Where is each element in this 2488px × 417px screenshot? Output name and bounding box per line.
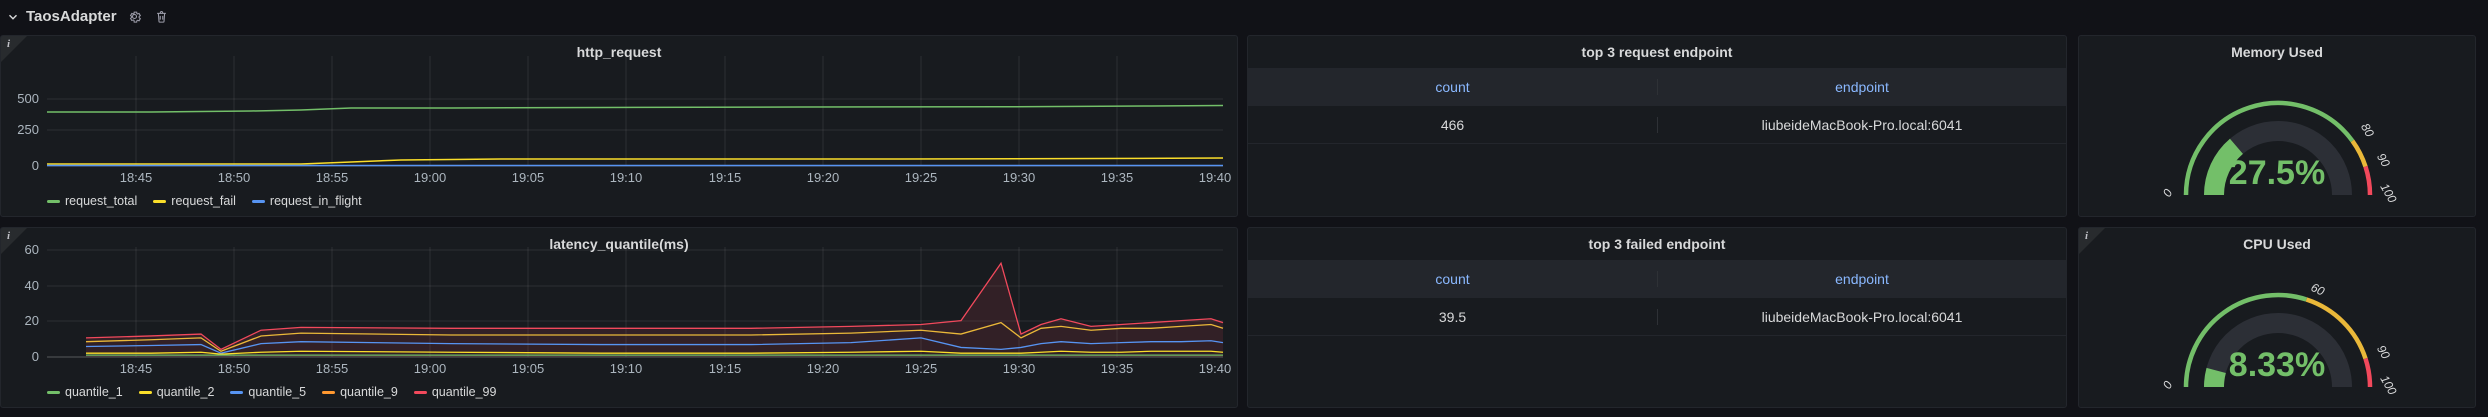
svg-text:19:40: 19:40 [1199,170,1232,185]
svg-text:0: 0 [32,349,39,364]
svg-text:18:50: 18:50 [218,170,251,185]
svg-text:19:00: 19:00 [414,361,447,376]
svg-text:20: 20 [25,313,39,328]
svg-text:19:00: 19:00 [414,170,447,185]
svg-text:18:45: 18:45 [120,361,153,376]
svg-text:0: 0 [32,158,39,173]
svg-text:19:35: 19:35 [1101,170,1134,185]
svg-text:18:55: 18:55 [316,361,349,376]
svg-text:500: 500 [17,91,39,106]
svg-text:18:50: 18:50 [218,361,251,376]
svg-text:18:55: 18:55 [316,170,349,185]
svg-text:19:25: 19:25 [905,361,938,376]
svg-text:19:30: 19:30 [1003,361,1036,376]
svg-text:19:05: 19:05 [512,170,545,185]
svg-text:250: 250 [17,122,39,137]
svg-text:19:30: 19:30 [1003,170,1036,185]
svg-text:18:45: 18:45 [120,170,153,185]
svg-text:40: 40 [25,278,39,293]
svg-text:80: 80 [2358,121,2377,140]
svg-text:19:10: 19:10 [610,361,643,376]
svg-text:19:10: 19:10 [610,170,643,185]
svg-text:19:20: 19:20 [807,170,840,185]
svg-text:19:20: 19:20 [807,361,840,376]
svg-text:19:15: 19:15 [709,170,742,185]
svg-text:60: 60 [2309,280,2327,298]
svg-text:19:15: 19:15 [709,361,742,376]
svg-text:19:05: 19:05 [512,361,545,376]
svg-text:19:25: 19:25 [905,170,938,185]
svg-text:19:40: 19:40 [1199,361,1232,376]
svg-text:19:35: 19:35 [1101,361,1134,376]
